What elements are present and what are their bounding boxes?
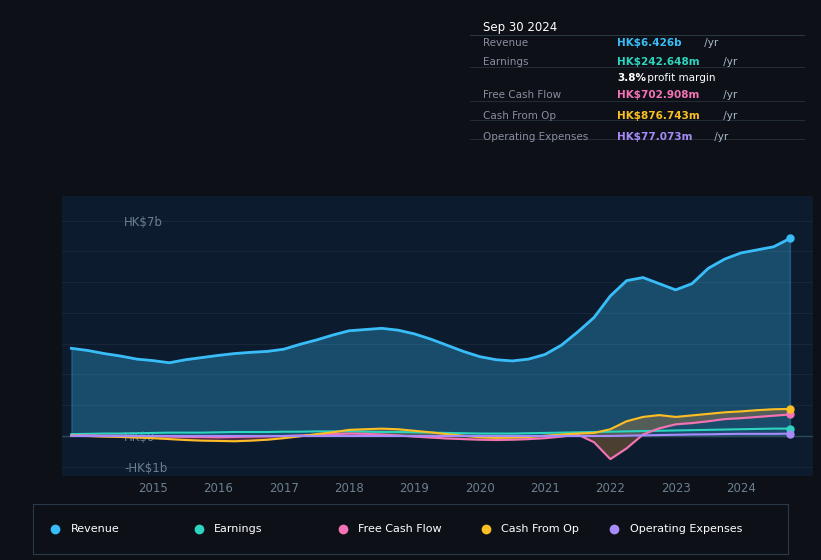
Text: Free Cash Flow: Free Cash Flow	[358, 524, 441, 534]
Text: /yr: /yr	[720, 90, 737, 100]
Text: Earnings: Earnings	[214, 524, 263, 534]
Text: Cash From Op: Cash From Op	[483, 111, 556, 121]
Text: Sep 30 2024: Sep 30 2024	[483, 21, 557, 35]
Text: HK$876.743m: HK$876.743m	[617, 111, 699, 121]
Text: /yr: /yr	[711, 132, 728, 142]
Text: Earnings: Earnings	[483, 57, 529, 67]
Text: Operating Expenses: Operating Expenses	[630, 524, 742, 534]
Text: Cash From Op: Cash From Op	[501, 524, 579, 534]
Text: Free Cash Flow: Free Cash Flow	[483, 90, 561, 100]
Text: 3.8%: 3.8%	[617, 73, 646, 83]
Text: HK$702.908m: HK$702.908m	[617, 90, 699, 100]
Text: /yr: /yr	[720, 57, 737, 67]
Text: /yr: /yr	[701, 38, 718, 48]
Text: HK$242.648m: HK$242.648m	[617, 57, 699, 67]
Text: profit margin: profit margin	[644, 73, 715, 83]
Text: Operating Expenses: Operating Expenses	[483, 132, 589, 142]
Text: Revenue: Revenue	[483, 38, 528, 48]
Text: Revenue: Revenue	[71, 524, 119, 534]
Text: /yr: /yr	[720, 111, 737, 121]
Text: HK$6.426b: HK$6.426b	[617, 38, 681, 48]
Text: HK$77.073m: HK$77.073m	[617, 132, 692, 142]
